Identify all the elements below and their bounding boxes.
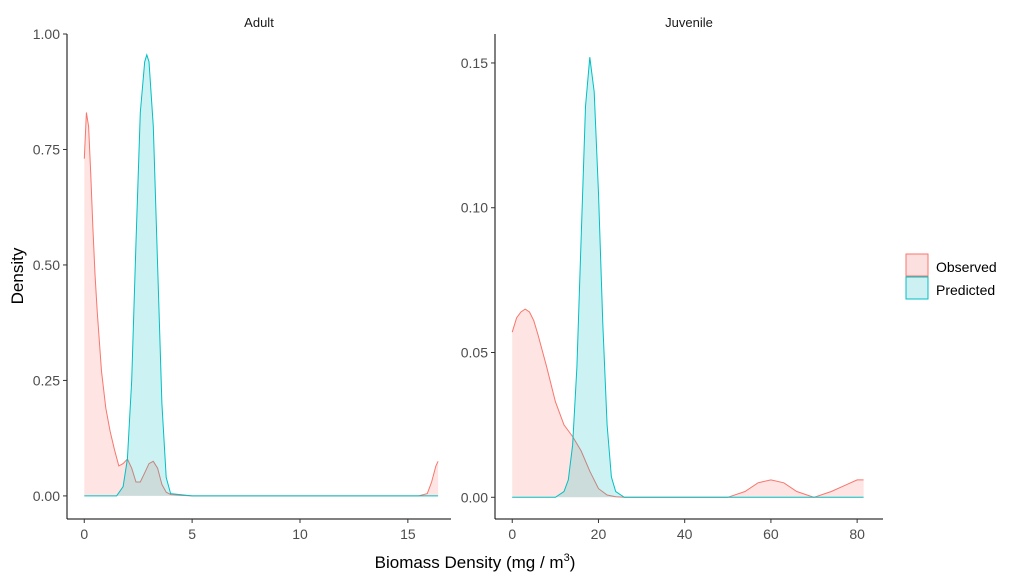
x-tick-label: 60	[763, 526, 779, 542]
y-tick-label: 0.50	[33, 257, 60, 273]
density-line-observed	[511, 308, 864, 498]
x-axis-title: Biomass Density (mg / m3)	[375, 552, 576, 572]
x-tick-label: 10	[292, 526, 308, 542]
y-tick-label: 0.00	[461, 489, 488, 505]
panels-layer: Adult 0.00 0.25 0.50 0.75 1.00 0 5 10 15 Juvenile 0…	[33, 15, 883, 542]
panel-strip-title: Adult	[244, 15, 274, 30]
y-tick-label: 0.05	[461, 345, 488, 361]
legend-key-predicted	[905, 276, 929, 300]
legend-label-observed: Observed	[936, 259, 997, 275]
y-tick-label: 0.25	[33, 372, 60, 388]
legend-key-observed	[905, 253, 929, 277]
x-tick-label: 40	[677, 526, 693, 542]
y-tick-label: 0.00	[33, 488, 60, 504]
y-axis-title: Density	[8, 247, 27, 304]
x-tick-label: 20	[591, 526, 607, 542]
x-axis-title-main: Biomass Density (mg / m	[375, 553, 564, 572]
x-tick-label: 0	[508, 526, 516, 542]
x-tick-label: 5	[188, 526, 196, 542]
panel-juvenile: Juvenile 0.00 0.05 0.10 0.15 0 20 40 60 80	[461, 15, 883, 542]
y-tick-label: 0.15	[461, 55, 488, 71]
density-area-predicted	[512, 57, 864, 498]
legend: Observed Predicted	[905, 253, 997, 300]
x-axis-title-suffix: )	[570, 553, 576, 572]
density-line-predicted	[512, 57, 864, 498]
y-tick-label: 0.10	[461, 200, 488, 216]
x-tick-label: 15	[400, 526, 416, 542]
panel-adult: Adult 0.00 0.25 0.50 0.75 1.00 0 5 10 15	[33, 15, 451, 542]
legend-label-predicted: Predicted	[936, 282, 995, 298]
density-area-predicted	[84, 54, 439, 496]
y-tick-label: 1.00	[33, 26, 60, 42]
x-axis-title-superscript: 3	[564, 552, 570, 564]
panel-strip-title: Juvenile	[665, 15, 713, 30]
x-tick-label: 0	[80, 526, 88, 542]
density-line-predicted	[84, 53, 439, 497]
x-tick-label: 80	[849, 526, 865, 542]
density-area-observed	[512, 309, 864, 498]
y-tick-label: 0.75	[33, 141, 60, 157]
